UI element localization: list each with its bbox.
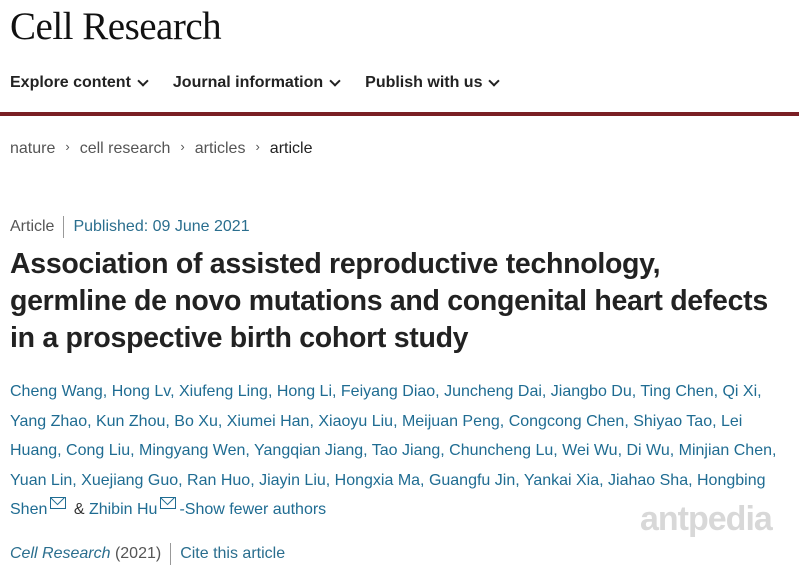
author-link[interactable]: Xuejiang Guo [81,471,179,489]
author-link[interactable]: Ran Huo [187,471,251,489]
email-icon[interactable] [50,497,67,509]
author-link[interactable]: Lei Huang [10,412,743,460]
author-link[interactable]: Jiangbo Du [550,383,632,400]
journal-logo[interactable]: Cell Research [10,5,222,48]
corresponding-author-link[interactable]: Hongbing Shen [10,471,766,519]
author-link[interactable]: Kun Zhou [95,412,166,430]
nav-label: Journal information [172,74,324,91]
author-list: Cheng Wang, Hong Lv, Xiufeng Ling, Hong … [10,383,777,519]
author-link[interactable]: Yuan Lin [10,471,73,489]
breadcrumb-nature[interactable]: nature [10,140,56,157]
author-link[interactable]: Hong Lv [111,383,171,400]
author-link[interactable]: Xiumei Han [226,412,310,430]
ampersand: & [73,501,85,518]
corresponding-author-link[interactable]: Zhibin Hu [88,501,158,518]
email-icon[interactable] [160,497,177,509]
main-nav: Explore content Journal information Publ… [10,74,524,92]
breadcrumb-article: article [269,140,313,157]
author-link[interactable]: Di Wu [626,442,670,459]
divider [63,216,65,238]
chevron-right-icon: › [180,138,185,154]
nav-publish-with-us[interactable]: Publish with us [365,74,501,92]
watermark-logo: antpedia [640,500,773,538]
header-divider [0,112,799,116]
breadcrumb-cell-research[interactable]: cell research [79,140,171,157]
nav-explore-content[interactable]: Explore content [10,74,149,92]
citation-line: Cell Research (2021) Cite this article [10,543,285,565]
nav-label: Publish with us [365,74,483,91]
publication-year: (2021) [114,545,162,562]
cite-this-article-link[interactable]: Cite this article [180,545,286,562]
author-link[interactable]: Hongxia Ma [334,471,421,489]
author-link[interactable]: Tao Jiang [371,442,441,459]
author-link[interactable]: Cheng Wang [10,383,103,400]
chevron-right-icon: › [255,138,260,154]
breadcrumb-articles[interactable]: articles [194,140,246,157]
author-link[interactable]: Bo Xu [174,412,218,430]
author-link[interactable]: Guangfu Jin [428,471,516,489]
published-date: Published: 09 June 2021 [73,218,250,235]
breadcrumb: nature › cell research › articles › article [10,138,313,158]
author-link[interactable]: Juncheng Dai [444,383,542,400]
author-link[interactable]: Qi Xi [722,383,758,400]
author-link[interactable]: Xiufeng Ling [178,383,268,400]
author-link[interactable]: Jiahao Sha [608,471,689,489]
author-link[interactable]: Cong Liu [66,442,131,459]
journal-name[interactable]: Cell Research [10,545,111,562]
nav-journal-information[interactable]: Journal information [172,74,341,92]
nav-label: Explore content [10,74,131,91]
author-link[interactable]: Wei Wu [562,442,618,459]
author-link[interactable]: Feiyang Diao [340,383,436,400]
divider [170,543,172,565]
author-link[interactable]: Shiyao Tao [633,412,713,430]
show-fewer-authors-button[interactable]: -Show fewer authors [179,501,327,518]
chevron-right-icon: › [65,138,70,154]
author-link[interactable]: Yankai Xia [523,471,600,489]
article-type: Article [10,218,55,235]
author-link[interactable]: Hong Li [276,383,332,400]
author-link[interactable]: Xiaoyu Liu [318,412,394,430]
article-title: Association of assisted reproductive tec… [10,248,768,354]
author-link[interactable]: Yang Zhao [10,412,88,430]
author-link[interactable]: Meijuan Peng [401,412,500,430]
chevron-down-icon [488,75,501,87]
author-link[interactable]: Congcong Chen [508,412,625,430]
chevron-down-icon [137,75,149,87]
chevron-down-icon [329,75,341,87]
author-link[interactable]: Minjian Chen [678,442,772,459]
author-link[interactable]: Mingyang Wen [138,442,246,459]
article-meta: Article Published: 09 June 2021 [10,216,250,238]
author-link[interactable]: Chuncheng Lu [449,442,554,459]
author-link[interactable]: Jiayin Liu [259,471,326,489]
author-link[interactable]: Ting Chen [640,383,714,400]
author-link[interactable]: Yangqian Jiang [254,442,364,459]
